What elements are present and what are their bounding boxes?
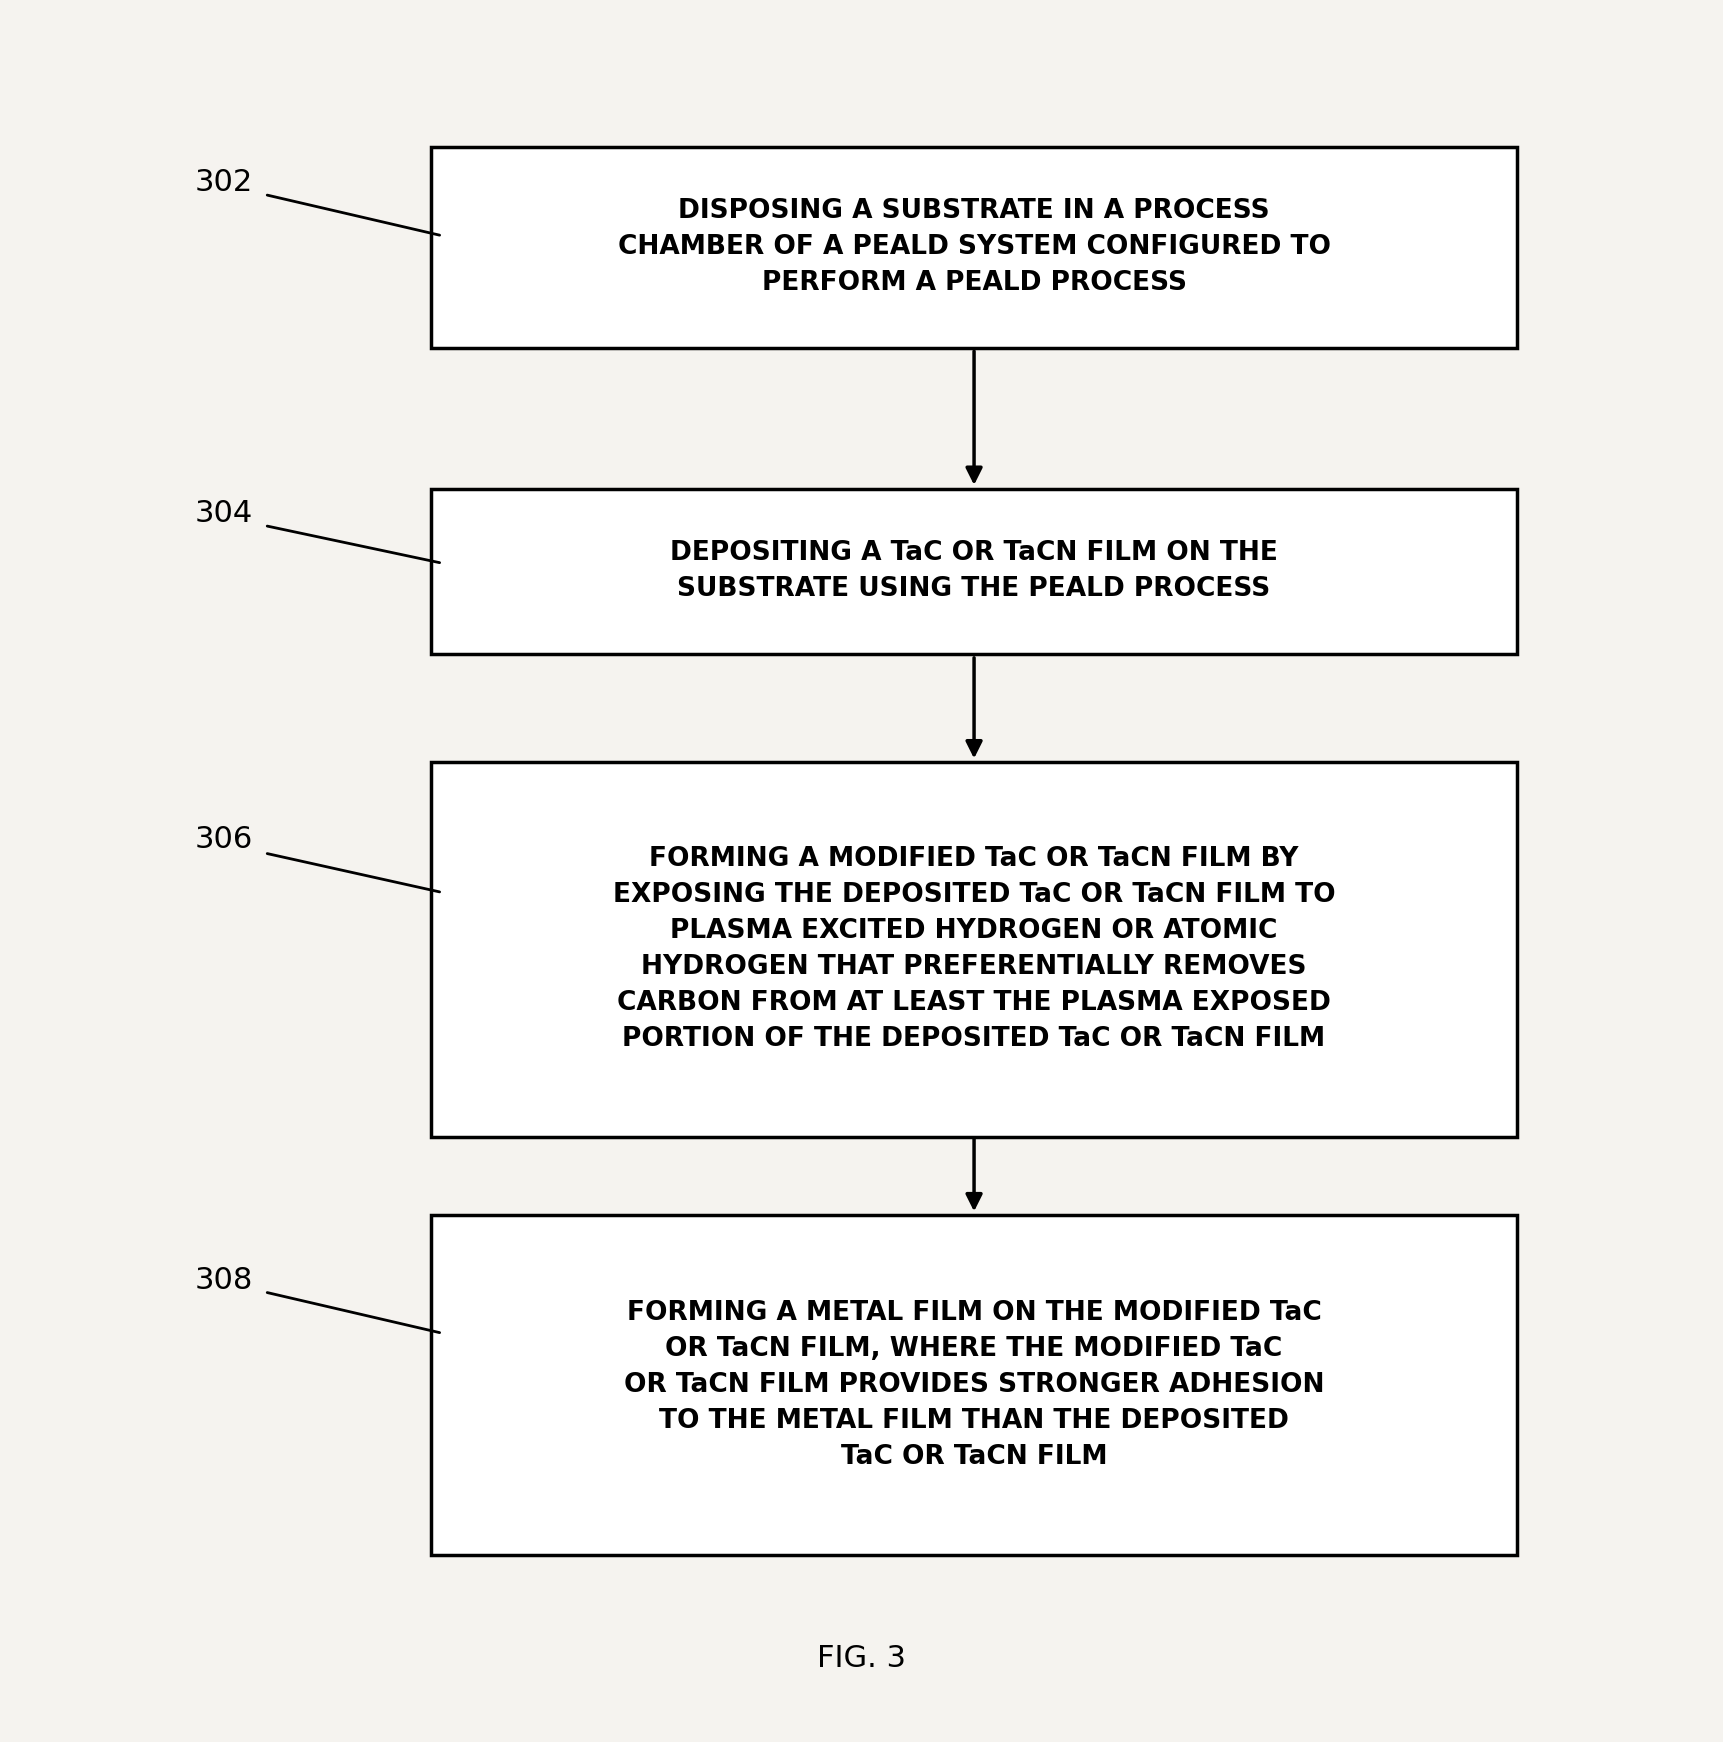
Text: 306: 306 xyxy=(195,826,253,854)
FancyBboxPatch shape xyxy=(431,1216,1516,1556)
Text: DISPOSING A SUBSTRATE IN A PROCESS
CHAMBER OF A PEALD SYSTEM CONFIGURED TO
PERFO: DISPOSING A SUBSTRATE IN A PROCESS CHAMB… xyxy=(617,199,1330,296)
Text: FIG. 3: FIG. 3 xyxy=(817,1644,906,1672)
FancyBboxPatch shape xyxy=(431,148,1516,348)
FancyBboxPatch shape xyxy=(431,490,1516,655)
Text: DEPOSITING A TaC OR TaCN FILM ON THE
SUBSTRATE USING THE PEALD PROCESS: DEPOSITING A TaC OR TaCN FILM ON THE SUB… xyxy=(670,540,1277,603)
FancyBboxPatch shape xyxy=(431,763,1516,1136)
Text: 304: 304 xyxy=(195,500,253,528)
Text: 302: 302 xyxy=(195,169,253,197)
Text: FORMING A MODIFIED TaC OR TaCN FILM BY
EXPOSING THE DEPOSITED TaC OR TaCN FILM T: FORMING A MODIFIED TaC OR TaCN FILM BY E… xyxy=(612,847,1335,1052)
Text: FORMING A METAL FILM ON THE MODIFIED TaC
OR TaCN FILM, WHERE THE MODIFIED TaC
OR: FORMING A METAL FILM ON THE MODIFIED TaC… xyxy=(624,1300,1323,1470)
Text: 308: 308 xyxy=(195,1266,253,1294)
